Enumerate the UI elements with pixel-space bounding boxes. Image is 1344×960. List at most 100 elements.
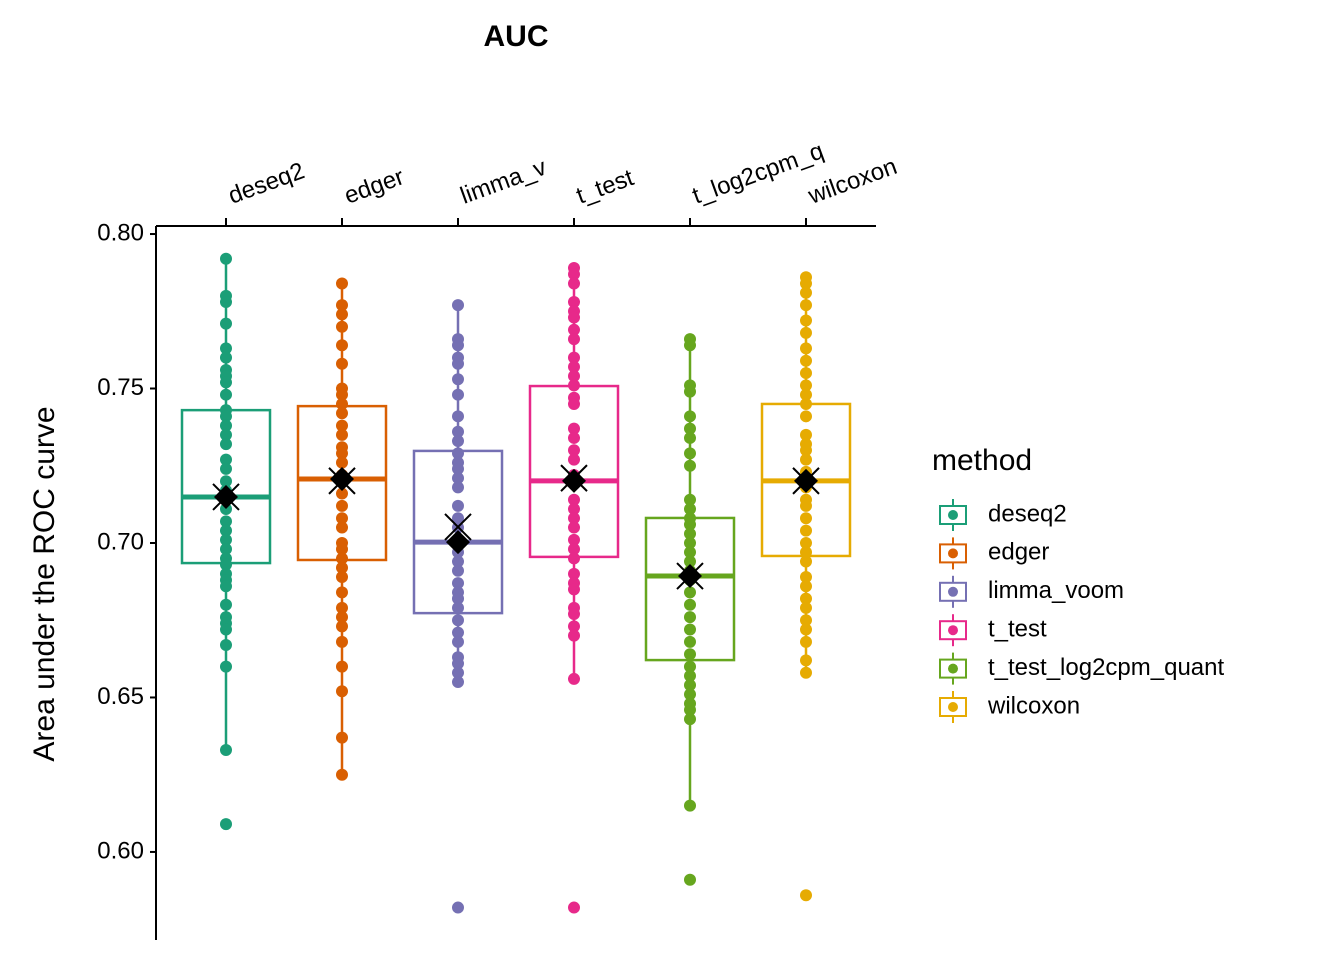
point	[452, 447, 464, 460]
point	[800, 428, 812, 441]
point	[568, 608, 580, 621]
x-tick-label: limma_v	[457, 154, 550, 210]
mean-cross	[560, 464, 588, 492]
point	[336, 447, 348, 460]
point	[220, 376, 232, 389]
point	[800, 277, 812, 290]
y-tick-label: 0.75	[97, 374, 144, 401]
y-tick-label: 0.65	[97, 683, 144, 710]
point	[800, 388, 812, 401]
point	[452, 512, 464, 525]
point	[336, 320, 348, 333]
point	[220, 453, 232, 466]
point	[336, 552, 348, 565]
point	[568, 493, 580, 506]
point	[684, 635, 696, 648]
mean-diamond	[562, 468, 586, 493]
point	[568, 629, 580, 642]
point	[800, 499, 812, 512]
point	[800, 410, 812, 423]
point	[336, 611, 348, 624]
point	[336, 499, 348, 512]
point	[336, 456, 348, 469]
point	[336, 660, 348, 673]
point	[452, 626, 464, 639]
point	[800, 623, 812, 636]
point	[336, 561, 348, 574]
point	[220, 252, 232, 265]
point	[568, 268, 580, 281]
point	[220, 598, 232, 611]
point	[220, 296, 232, 309]
point	[220, 438, 232, 451]
point	[800, 453, 812, 466]
point	[220, 462, 232, 475]
legend-key-point	[948, 510, 958, 520]
point	[800, 286, 812, 299]
point	[800, 601, 812, 614]
point	[684, 410, 696, 423]
point	[800, 592, 812, 605]
legend-label: t_test	[988, 616, 1047, 643]
point	[684, 586, 696, 599]
point	[220, 515, 232, 528]
point	[336, 407, 348, 420]
point	[220, 558, 232, 571]
mean-cross	[792, 467, 820, 495]
point	[336, 601, 348, 614]
point	[220, 660, 232, 673]
mean-cross	[212, 483, 240, 511]
legend-key-point	[948, 702, 958, 712]
point	[684, 555, 696, 568]
point	[452, 592, 464, 605]
point	[684, 431, 696, 444]
point	[568, 422, 580, 435]
point	[800, 524, 812, 537]
point	[684, 623, 696, 636]
mean-cross	[444, 513, 472, 541]
point	[800, 536, 812, 549]
mean-cross	[676, 562, 704, 590]
point	[568, 583, 580, 596]
point	[452, 564, 464, 577]
mean-diamond	[446, 530, 470, 555]
point	[452, 901, 464, 914]
point	[452, 481, 464, 494]
point	[336, 685, 348, 698]
point	[800, 614, 812, 627]
point	[800, 889, 812, 902]
point	[684, 503, 696, 516]
point	[684, 536, 696, 549]
legend-key-point	[948, 663, 958, 674]
point	[568, 543, 580, 556]
point	[336, 388, 348, 401]
point	[336, 620, 348, 633]
x-tick-label: edger	[341, 163, 408, 209]
legend-title: method	[932, 444, 1032, 477]
point	[452, 462, 464, 475]
point	[220, 524, 232, 537]
point	[684, 799, 696, 812]
point	[220, 623, 232, 636]
point	[220, 475, 232, 488]
point	[336, 397, 348, 410]
point	[452, 425, 464, 438]
point	[684, 459, 696, 472]
point	[568, 620, 580, 633]
point	[800, 555, 812, 568]
point	[220, 351, 232, 364]
point	[684, 679, 696, 692]
mean-cross	[328, 467, 356, 495]
legend-key-point	[948, 548, 958, 559]
legend-label: edger	[988, 539, 1049, 566]
point	[684, 422, 696, 435]
point	[568, 311, 580, 324]
point	[684, 611, 696, 624]
point	[568, 672, 580, 685]
point	[452, 299, 464, 312]
legend-label: wilcoxon	[987, 692, 1080, 719]
point	[684, 598, 696, 611]
point	[220, 317, 232, 330]
point	[800, 367, 812, 380]
